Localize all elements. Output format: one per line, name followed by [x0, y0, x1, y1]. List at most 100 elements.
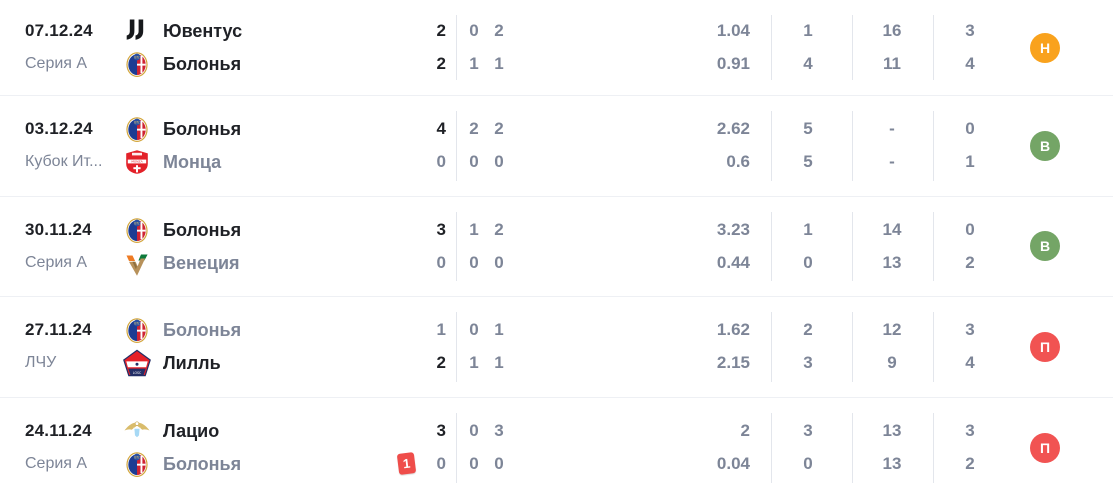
half-score: 0 [469, 152, 479, 172]
score-value: 3 [390, 418, 446, 444]
match-date: 30.11.24 [25, 219, 92, 239]
result-column: П [1030, 297, 1060, 397]
score-value: 0 [390, 149, 446, 175]
stat-value: 0 [803, 252, 813, 272]
team-name: Монца [163, 152, 222, 173]
half-score-1-column: 0 0 [464, 398, 484, 498]
score-column: 1 2 [390, 297, 446, 397]
stat-value: 2 [965, 252, 975, 272]
xg-column: 1.62 2.15 [640, 297, 750, 397]
stat-value: 0 [965, 119, 975, 139]
score-value: 3 [390, 217, 446, 243]
stat-value: 5 [803, 152, 813, 172]
xg-value: 1.04 [716, 21, 750, 40]
score-value: 2 [390, 51, 446, 77]
score-number: 2 [436, 54, 446, 73]
svg-text:Bfc: Bfc [134, 456, 140, 460]
stat-value: 3 [803, 421, 813, 441]
column-divider [852, 111, 853, 181]
xg-column: 2.62 0.6 [640, 96, 750, 196]
date-block: 30.11.24 Серия А [25, 197, 92, 297]
score-column: 4 0 [390, 96, 446, 196]
half-score-1-column: 2 0 [464, 96, 484, 196]
xg-value: 3.23 [716, 219, 750, 239]
team-name: Лилль [163, 353, 221, 374]
lazio-logo [123, 417, 151, 445]
result-column: В [1030, 96, 1060, 196]
result-column: Н [1030, 0, 1060, 95]
stat-column-1: 1 0 [778, 197, 838, 297]
team-names: Болонья Лилль [163, 297, 241, 397]
team-logos: Bfc MONZA [123, 96, 151, 196]
half-score: 0 [469, 421, 479, 441]
match-row[interactable]: 07.12.24 Серия А Bfc Ювентус Болонья 2 2… [0, 0, 1113, 96]
stat-value: 2 [803, 320, 813, 340]
match-row[interactable]: 24.11.24 Серия А Bfc Лацио Болонья 3 1 0… [0, 397, 1113, 498]
stat-column-3: 3 4 [940, 297, 1000, 397]
half-score-1-column: 1 0 [464, 197, 484, 297]
xg-column: 3.23 0.44 [640, 197, 750, 297]
column-divider [771, 211, 772, 281]
column-divider [933, 412, 934, 483]
half-score: 0 [469, 252, 479, 272]
result-badge: П [1030, 331, 1060, 362]
score-column: 2 2 [390, 0, 446, 95]
score-number: 2 [436, 353, 446, 373]
xg-value: 1.62 [716, 320, 750, 340]
stat-column-1: 3 0 [778, 398, 838, 498]
score-number: 1 [436, 320, 446, 340]
competition-label: ЛЧУ [25, 354, 57, 372]
column-divider [771, 111, 772, 181]
half-score-2-column: 1 1 [489, 297, 509, 397]
half-score: 1 [469, 54, 479, 73]
score-number: 0 [436, 152, 446, 172]
xg-column: 2 0.04 [640, 398, 750, 498]
half-score-2-column: 2 1 [489, 0, 509, 95]
stat-column-1: 5 5 [778, 96, 838, 196]
score-column: 3 1 0 [390, 398, 446, 498]
column-divider [933, 15, 934, 80]
column-divider [852, 211, 853, 281]
team-names: Болонья Венеция [163, 197, 241, 297]
score-number: 3 [436, 421, 446, 441]
stat-value: 3 [965, 21, 975, 40]
stat-value: 4 [803, 54, 813, 73]
stat-column-1: 1 4 [778, 0, 838, 95]
score-number: 0 [436, 252, 446, 272]
column-divider [456, 211, 457, 281]
half-score: 0 [494, 252, 504, 272]
half-score-2-column: 2 0 [489, 96, 509, 196]
score-value: 0 [390, 250, 446, 276]
score-value: 4 [390, 116, 446, 142]
half-score: 3 [494, 421, 504, 441]
team-names: Лацио Болонья [163, 398, 241, 498]
match-date: 27.11.24 [25, 320, 92, 340]
match-date: 07.12.24 [25, 21, 93, 40]
stat-value: 14 [882, 219, 902, 239]
match-row[interactable]: 30.11.24 Серия А Bfc Болонья Венеция 3 0… [0, 196, 1113, 297]
score-number: 0 [436, 454, 446, 474]
bologna-logo: Bfc [123, 316, 151, 344]
half-score: 0 [469, 21, 479, 40]
date-block: 03.12.24 Кубок Ит... [25, 96, 102, 196]
competition-label: Серия А [25, 253, 88, 271]
stat-value: 16 [882, 21, 902, 40]
score-number: 2 [436, 21, 446, 40]
xg-column: 1.04 0.91 [640, 0, 750, 95]
team-name: Болонья [163, 320, 242, 341]
bologna-logo: Bfc [123, 216, 151, 244]
column-divider [771, 312, 772, 382]
half-score: 2 [494, 119, 504, 139]
half-score: 2 [469, 119, 479, 139]
stat-value: 4 [965, 353, 975, 373]
stat-value: 13 [882, 454, 902, 474]
date-block: 07.12.24 Серия А [25, 0, 93, 95]
xg-value: 0.91 [716, 54, 750, 73]
score-value: 1 [390, 317, 446, 343]
match-row[interactable]: 03.12.24 Кубок Ит... Bfc MONZA Болонья М… [0, 96, 1113, 197]
stat-column-2: - - [862, 96, 922, 196]
half-score: 1 [494, 320, 504, 340]
result-column: В [1030, 197, 1060, 297]
match-row[interactable]: 27.11.24 ЛЧУ Bfc LOSC Болонья Лилль 1 2 … [0, 297, 1113, 398]
